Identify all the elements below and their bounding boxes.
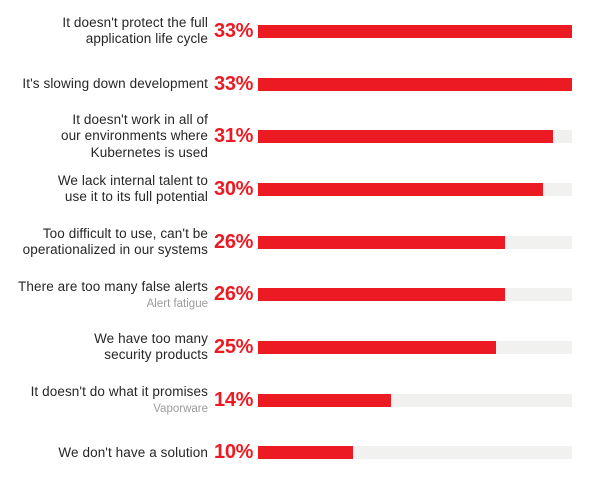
value-label: 31% [214,125,254,148]
chart-row: It doesn't protect the full application … [0,5,572,58]
bar-fill [258,24,572,38]
bar-track [258,446,572,460]
bar-track [258,235,572,249]
chart-row: It doesn't work in all of our environmen… [0,110,572,163]
bar-fill [258,182,544,196]
chart-row: There are too many false alerts Alert fa… [0,268,572,321]
category-label: There are too many false alerts [18,279,208,295]
category-label: It doesn't work in all of our environmen… [60,111,208,160]
value-label: 33% [214,19,254,42]
value-label: 33% [214,72,254,95]
category-sublabel: Vaporware [153,402,208,415]
value-label: 10% [214,441,254,464]
bar-fill [258,235,506,249]
category-label: We have too many security products [94,330,208,363]
category-labels: There are too many false alerts Alert fa… [0,279,208,311]
category-label: It's slowing down development [22,75,208,91]
bar-fill [258,446,354,460]
bar-fill [258,77,572,91]
bar-fill [258,393,392,407]
bar-track [258,24,572,38]
category-labels: It doesn't protect the full application … [0,15,208,48]
bar-track [258,77,572,91]
category-labels: It doesn't do what it promises Vaporware [0,384,208,416]
category-label: We don't have a solution [58,444,208,460]
category-label: It doesn't do what it promises [30,384,208,400]
category-label: It doesn't protect the full application … [62,14,208,47]
category-label: Too difficult to use, can't be operation… [22,225,208,258]
bar-track [258,288,572,302]
chart-row: Too difficult to use, can't be operation… [0,216,572,269]
category-label: We lack internal talent to use it to its… [57,172,208,205]
category-labels: We have too many security products [0,331,208,364]
category-labels: It doesn't work in all of our environmen… [0,112,208,162]
category-labels: We don't have a solution [0,445,208,462]
category-labels: It's slowing down development [0,76,208,93]
bar-fill [258,288,506,302]
category-labels: We lack internal talent to use it to its… [0,173,208,206]
value-label: 30% [214,177,254,200]
value-label: 25% [214,335,254,358]
chart-row: It's slowing down development 33% [0,58,572,111]
bar-fill [258,340,496,354]
value-label: 14% [214,388,254,411]
category-sublabel: Alert fatigue [146,297,208,310]
bar-track [258,340,572,354]
chart-row: We don't have a solution 10% [0,427,572,480]
chart-row: We lack internal talent to use it to its… [0,163,572,216]
category-labels: Too difficult to use, can't be operation… [0,226,208,259]
value-label: 26% [214,283,254,306]
value-label: 26% [214,230,254,253]
bar-track [258,182,572,196]
bar-track [258,393,572,407]
bar-track [258,130,572,144]
chart-row: We have too many security products 25% [0,321,572,374]
chart-row: It doesn't do what it promises Vaporware… [0,374,572,427]
bar-fill [258,130,553,144]
